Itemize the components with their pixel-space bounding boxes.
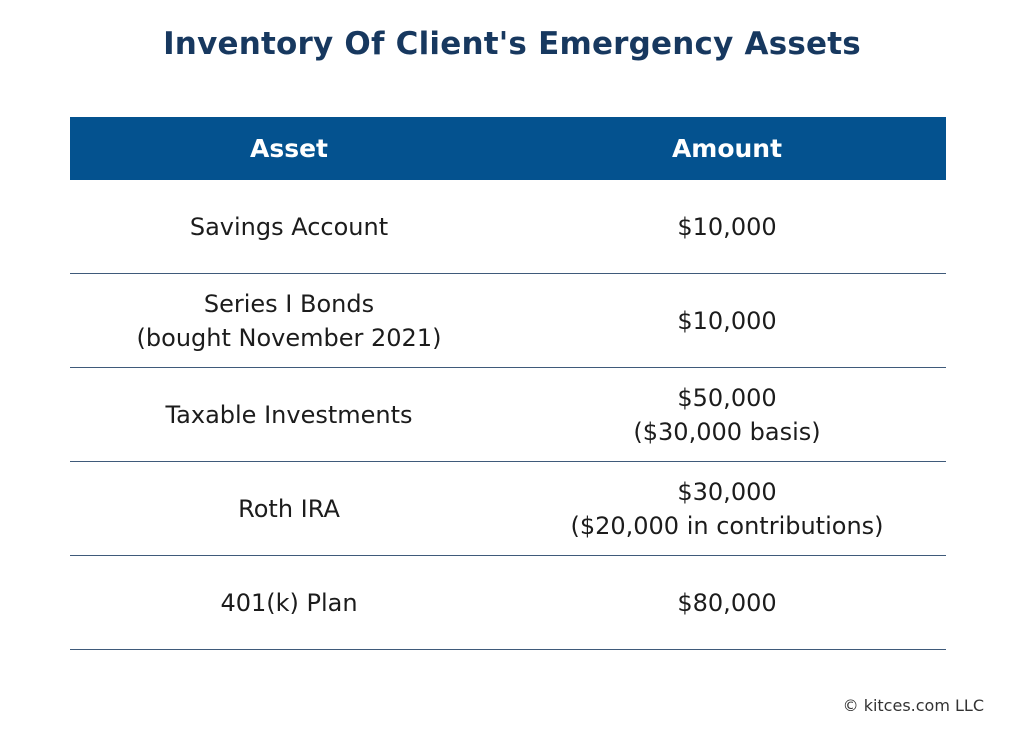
amount-value: $10,000 [677,306,777,335]
table-header: Asset Amount [70,117,946,180]
amount-cell: $80,000 [508,556,946,649]
table-row: Series I Bonds (bought November 2021) $1… [70,274,946,368]
amount-cell: $30,000 ($20,000 in contributions) [508,462,946,555]
assets-table: Asset Amount Savings Account $10,000 Ser… [70,117,946,650]
asset-name: Roth IRA [238,494,340,523]
asset-note: (bought November 2021) [136,323,442,352]
amount-value: $10,000 [677,212,777,241]
header-amount: Amount [671,134,783,163]
amount-value: $50,000 [677,383,777,412]
asset-cell: Savings Account [70,180,508,273]
table-row: Savings Account $10,000 [70,180,946,274]
amount-cell: $50,000 ($30,000 basis) [508,368,946,461]
asset-name: 401(k) Plan [220,588,358,617]
amount-cell: $10,000 [508,274,946,367]
amount-value: $30,000 [677,477,777,506]
amount-value: $80,000 [677,588,777,617]
amount-note: ($20,000 in contributions) [570,511,884,540]
table-row: 401(k) Plan $80,000 [70,556,946,650]
page-title: Inventory Of Client's Emergency Assets [163,26,861,62]
asset-name: Taxable Investments [165,400,413,429]
table-row: Taxable Investments $50,000 ($30,000 bas… [70,368,946,462]
header-asset: Asset [249,134,328,163]
copyright-footer: © kitces.com LLC [842,696,984,715]
amount-cell: $10,000 [508,180,946,273]
table-row: Roth IRA $30,000 ($20,000 in contributio… [70,462,946,556]
asset-name: Series I Bonds [203,289,375,318]
asset-cell: Taxable Investments [70,368,508,461]
asset-cell: Roth IRA [70,462,508,555]
asset-cell: Series I Bonds (bought November 2021) [70,274,508,367]
amount-note: ($30,000 basis) [633,417,821,446]
asset-cell: 401(k) Plan [70,556,508,649]
asset-name: Savings Account [189,212,389,241]
